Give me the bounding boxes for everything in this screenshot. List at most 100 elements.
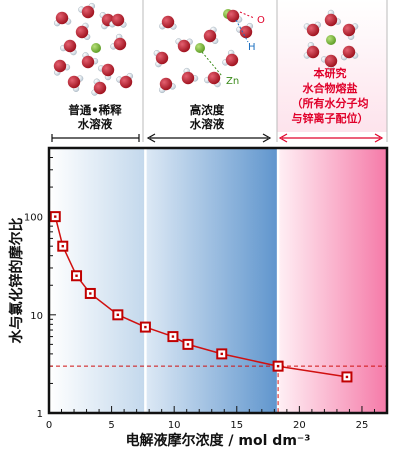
water-molecule (236, 22, 254, 39)
oxygen-atom (53, 59, 67, 73)
panel-label-this-work-line3: （所有水分子均 (292, 96, 369, 110)
oxygen-atom (239, 25, 253, 39)
oxygen-atom (63, 39, 77, 53)
water-molecule (158, 77, 176, 94)
range-bracket-this-work (278, 133, 384, 143)
data-point-center (186, 343, 190, 346)
x-tick-label: 0 (46, 420, 52, 431)
data-point-center (220, 352, 223, 356)
oxygen-atom (324, 54, 338, 68)
x-tick-label: 5 (108, 420, 114, 431)
water-molecule (78, 2, 96, 19)
oxygen-atom (159, 77, 173, 91)
data-points (49, 211, 353, 383)
water-molecule (60, 39, 77, 56)
oxygen-atom (81, 5, 95, 19)
oxygen-atom (119, 75, 133, 89)
water-molecule (341, 45, 359, 61)
water-molecule (81, 52, 99, 69)
water-molecule (116, 72, 134, 89)
region-this-work (278, 148, 387, 413)
reference-lines (49, 365, 387, 413)
water-molecule (204, 71, 221, 88)
x-tick-label: 15 (230, 420, 243, 431)
water-molecule (303, 42, 320, 59)
oxygen-atom (177, 39, 191, 53)
x-axis-label: 电解液摩尔浓度 / mol dm⁻³ (126, 432, 311, 449)
oxygen-atom (113, 37, 127, 51)
water-molecule (91, 78, 107, 96)
oxygen-atom (306, 23, 320, 37)
oxygen-atom (161, 15, 175, 29)
oxygen-label: O (257, 15, 265, 26)
oxygen-atom (111, 13, 125, 27)
water-molecule (303, 21, 321, 37)
y-tick-label: 100 (24, 213, 43, 224)
oxygen-atom (81, 55, 95, 69)
water-molecule (67, 75, 84, 92)
oxygen-atom (207, 71, 221, 85)
oxygen-pointer (239, 11, 255, 19)
data-point-center (345, 375, 349, 379)
water-molecule (320, 54, 338, 72)
zinc-ion (326, 35, 336, 45)
water-molecule (110, 33, 127, 51)
panel-label-concentrated-line1: 高浓度 (190, 103, 225, 117)
oxygen-atom (203, 29, 217, 43)
data-point-center (116, 313, 120, 317)
zinc-pointer (201, 51, 223, 77)
oxygen-atom (93, 81, 107, 95)
data-point-center (75, 274, 78, 277)
x-tick-label: 25 (356, 420, 369, 431)
structure-panels: O H Zn 普通•稀释 水溶液 高浓度 水溶液 本研究 水合物熔盐 （所有水分… (51, 0, 388, 143)
molecule-illustrations (53, 2, 359, 96)
plot-frame (47, 146, 389, 415)
range-bracket-dilute (51, 134, 140, 142)
zinc-label: Zn (226, 76, 239, 87)
y-tick-label: 10 (30, 311, 43, 322)
water-molecule (226, 9, 243, 23)
water-molecule (324, 9, 342, 27)
x-tick-label: 10 (168, 420, 181, 431)
panel-label-dilute-line2: 水溶液 (78, 117, 113, 131)
panel-label-this-work-line2: 水合物熔盐 (303, 81, 358, 95)
oxygen-atom (342, 23, 356, 37)
water-molecule (181, 67, 199, 85)
y-axis-label: 水与氯化锌的摩尔比 (8, 218, 25, 344)
water-molecule (175, 38, 193, 53)
oxygen-atom (342, 45, 356, 59)
oxygen-atom (55, 11, 69, 25)
data-point-center (89, 292, 92, 295)
hydrogen-pointer (235, 19, 249, 43)
tick-labels: 0 5 10 15 20 25 1 10 100 (24, 213, 368, 431)
water-molecule (203, 26, 219, 44)
oxygen-atom (324, 13, 338, 27)
water-molecule (109, 13, 127, 28)
oxygen-atom (155, 51, 169, 65)
data-point-center (171, 335, 175, 338)
panel-label-this-work-line4: 与锌离子配位） (292, 111, 369, 125)
data-point-center (61, 244, 64, 248)
region-dilute (49, 148, 146, 413)
zinc-ion (195, 43, 205, 53)
panel-label-dilute-line1: 普通•稀释 (68, 103, 122, 117)
region-concentrated (145, 148, 279, 413)
panel-label-concentrated-line2: 水溶液 (190, 117, 225, 131)
y-tick-label: 1 (37, 409, 43, 420)
oxygen-atom (67, 75, 81, 89)
data-point-center (276, 364, 280, 368)
oxygen-atom (101, 63, 115, 77)
water-molecule (53, 59, 71, 76)
oxygen-atom (75, 25, 89, 39)
oxygen-atom (181, 71, 195, 85)
panel-label-this-work-line1: 本研究 (314, 66, 347, 80)
water-molecule (75, 22, 91, 40)
water-molecule (97, 63, 115, 81)
water-molecule (159, 15, 177, 30)
water-molecule (222, 49, 239, 67)
data-point-center (54, 215, 57, 218)
water-molecule (153, 50, 169, 68)
range-bracket-concentrated (146, 133, 272, 143)
chart: 0 5 10 15 20 25 1 10 100 电解液摩尔浓度 / mol dm⁻³ 水与氯化… (8, 146, 389, 449)
